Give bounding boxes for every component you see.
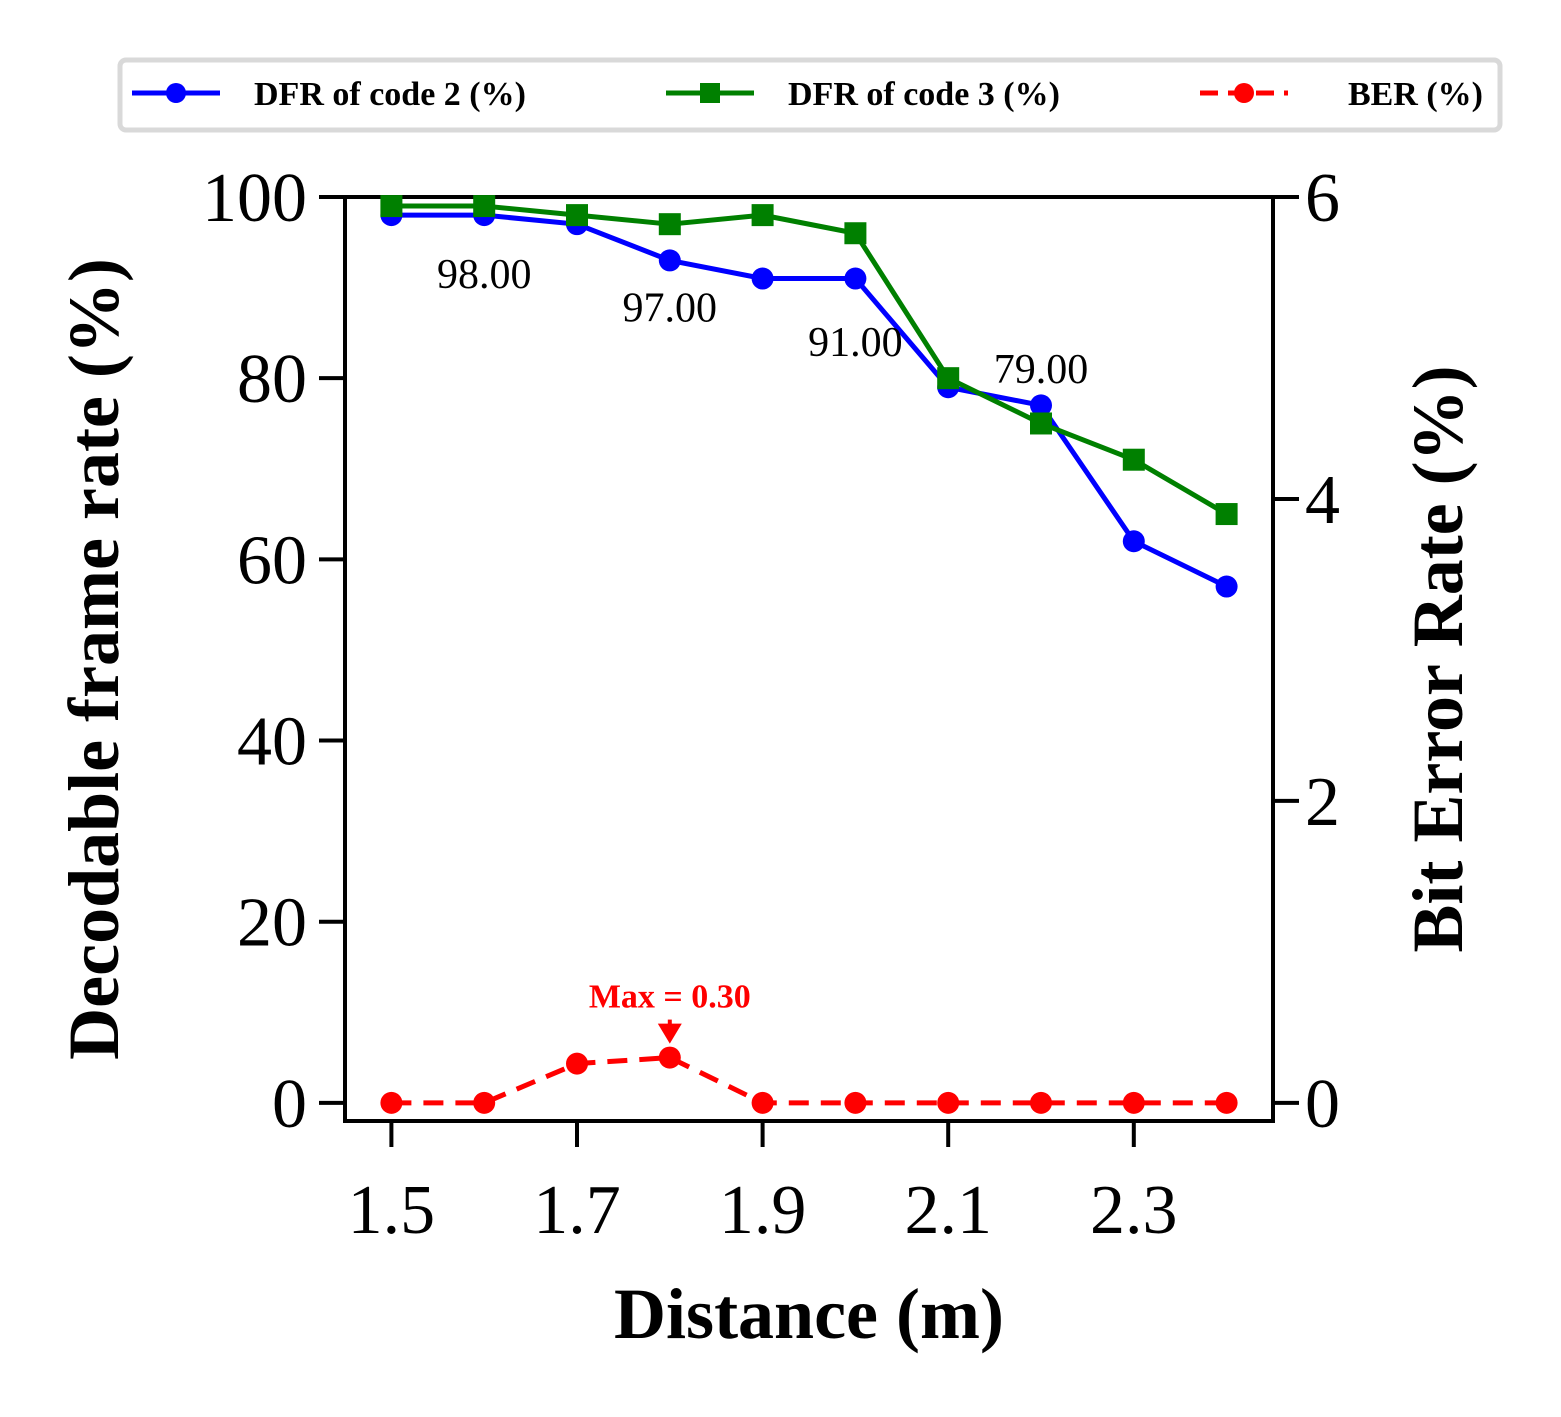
y-left-tick-label: 60 [237,522,307,599]
series-point [1030,1091,1052,1114]
legend-swatch-marker [700,83,720,103]
legend-label: BER (%) [1348,76,1483,113]
y-right-tick-label: 4 [1305,462,1340,539]
annotation-arrow-head [657,1023,682,1044]
series-point [1122,448,1145,471]
series-point [658,1046,681,1069]
annotation-text: Max = 0.30 [589,979,751,1016]
series-point [937,1091,960,1114]
series-point [751,204,774,227]
series-point [751,1091,774,1114]
legend-entry: BER (%) [1200,76,1483,113]
series-point [1122,1091,1145,1114]
series-point [1030,412,1052,435]
data-label: 91.00 [808,320,903,366]
legend: DFR of code 2 (%) DFR of code 3 (%) BER (%… [117,57,1503,133]
data-label: 98.00 [437,252,532,298]
legend-entry: DFR of code 3 (%) [666,76,1060,113]
series-point [566,1052,588,1075]
series-point [844,222,867,245]
x-tick-label: 2.1 [904,1172,992,1249]
legend-swatch-marker [1234,83,1254,103]
y-left-tick-label: 20 [237,885,307,962]
x-axis: 1.5 1.7 1.9 2.1 2.3 [348,1121,1178,1249]
y-left-tick-label: 40 [237,704,307,781]
x-tick-label: 1.7 [533,1172,621,1249]
x-axis-title: Distance (m) [614,1274,1004,1354]
series-layer [380,195,1238,1114]
series-2 [380,195,1238,526]
series-point [380,1091,403,1114]
legend-label: DFR of code 2 (%) [254,76,526,113]
data-label: 79.00 [994,347,1089,393]
series-point [1030,394,1052,417]
series-point [566,204,588,227]
y-right-tick-label: 0 [1305,1066,1340,1143]
y-axis-right-title: Bit Error Rate (%) [1398,365,1478,952]
series-point [751,267,774,290]
series-point [1215,503,1238,526]
y-right-tick-label: 2 [1305,764,1340,841]
legend-swatch-marker [166,83,186,103]
series-line [391,203,1228,517]
series-point [380,195,403,218]
y-axis-left: 0 20 40 60 80 100 [202,160,345,1143]
series-point [937,367,960,390]
y-left-tick-label: 80 [237,341,307,418]
series-point [844,267,867,290]
legend-entry: DFR of code 2 (%) [132,76,526,113]
plot-frame [343,195,1275,1123]
series-line [391,1055,1227,1106]
annotation: Max = 0.30 [589,979,751,1044]
series-point [1215,575,1238,598]
x-tick-label: 1.9 [719,1172,807,1249]
legend-label: DFR of code 3 (%) [788,76,1060,113]
series-point [473,195,496,218]
data-label: 97.00 [623,286,718,332]
data-labels: 98.00 97.00 91.00 79.00 [437,252,1088,393]
series-point [473,1091,496,1114]
series-point [1215,1091,1238,1114]
y-axis-left-title: Decodable frame rate (%) [54,258,134,1060]
y-left-tick-label: 0 [272,1066,307,1143]
series-point [658,213,681,236]
series-point [658,249,681,272]
series-point [1122,530,1145,553]
x-tick-label: 1.5 [348,1172,436,1249]
legend-frame [117,57,1503,133]
x-tick-label: 2.3 [1090,1172,1178,1249]
series-line [391,212,1228,589]
y-axis-right: 0 2 4 6 [1273,160,1340,1143]
y-right-tick-label: 6 [1305,160,1340,237]
y-left-tick-label: 100 [202,160,307,237]
series-3 [380,1046,1238,1114]
series-point [844,1091,867,1114]
